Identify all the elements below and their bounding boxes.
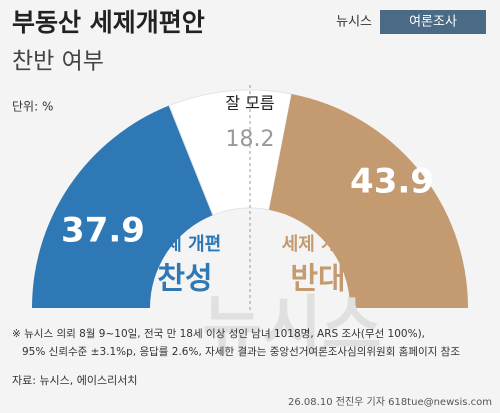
source: 자료: 뉴시스, 에이스리서치 (12, 374, 138, 387)
title: 부동산 세제개편안 (12, 8, 205, 37)
credit: 26.08.10 전진우 기자 618tue@newsis.com (288, 396, 492, 408)
footnote: ※ 뉴시스 의뢰 8월 9~10일, 전국 만 18세 이상 성인 남녀 101… (12, 327, 425, 340)
category-label: 잘 모름 (225, 94, 274, 113)
brand-box (380, 10, 486, 34)
footnote: 95% 신뢰수준 ±3.1%p, 응답률 2.6%, 자세한 결과는 중앙선거여… (22, 345, 460, 358)
subtitle: 찬반 여부 (12, 49, 104, 75)
brand: 뉴시스 (336, 15, 372, 30)
section: 여론조사 (409, 15, 457, 30)
category-label: 반대 (290, 262, 345, 297)
value-label: 43.9 (350, 162, 434, 202)
category-prefix: 세제 개편 (149, 234, 222, 255)
segment (32, 105, 213, 308)
value-label: 37.9 (61, 211, 145, 251)
unit: 단위: % (12, 100, 53, 114)
category-label: 찬성 (157, 262, 212, 297)
segment (269, 93, 468, 308)
value-label: 18.2 (226, 127, 275, 152)
watermark: 뉴시스 (202, 289, 381, 364)
segment (168, 89, 293, 216)
category-prefix: 세제 개편 (282, 234, 355, 255)
donut (32, 89, 468, 308)
